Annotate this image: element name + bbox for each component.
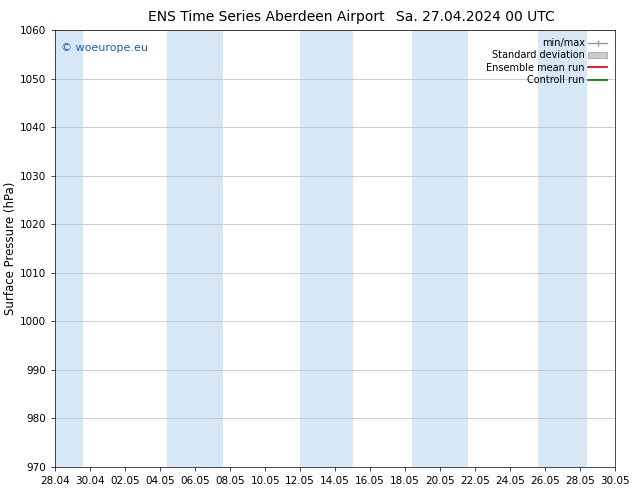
Legend: min/max, Standard deviation, Ensemble mean run, Controll run: min/max, Standard deviation, Ensemble me… [484, 35, 610, 88]
Y-axis label: Surface Pressure (hPa): Surface Pressure (hPa) [4, 182, 17, 315]
Text: Sa. 27.04.2024 00 UTC: Sa. 27.04.2024 00 UTC [396, 10, 555, 24]
Bar [538, 30, 587, 467]
Bar [55, 30, 83, 467]
Text: © woeurope.eu: © woeurope.eu [61, 43, 148, 53]
Bar [167, 30, 223, 467]
Bar [300, 30, 353, 467]
Text: ENS Time Series Aberdeen Airport: ENS Time Series Aberdeen Airport [148, 10, 385, 24]
Bar [412, 30, 468, 467]
